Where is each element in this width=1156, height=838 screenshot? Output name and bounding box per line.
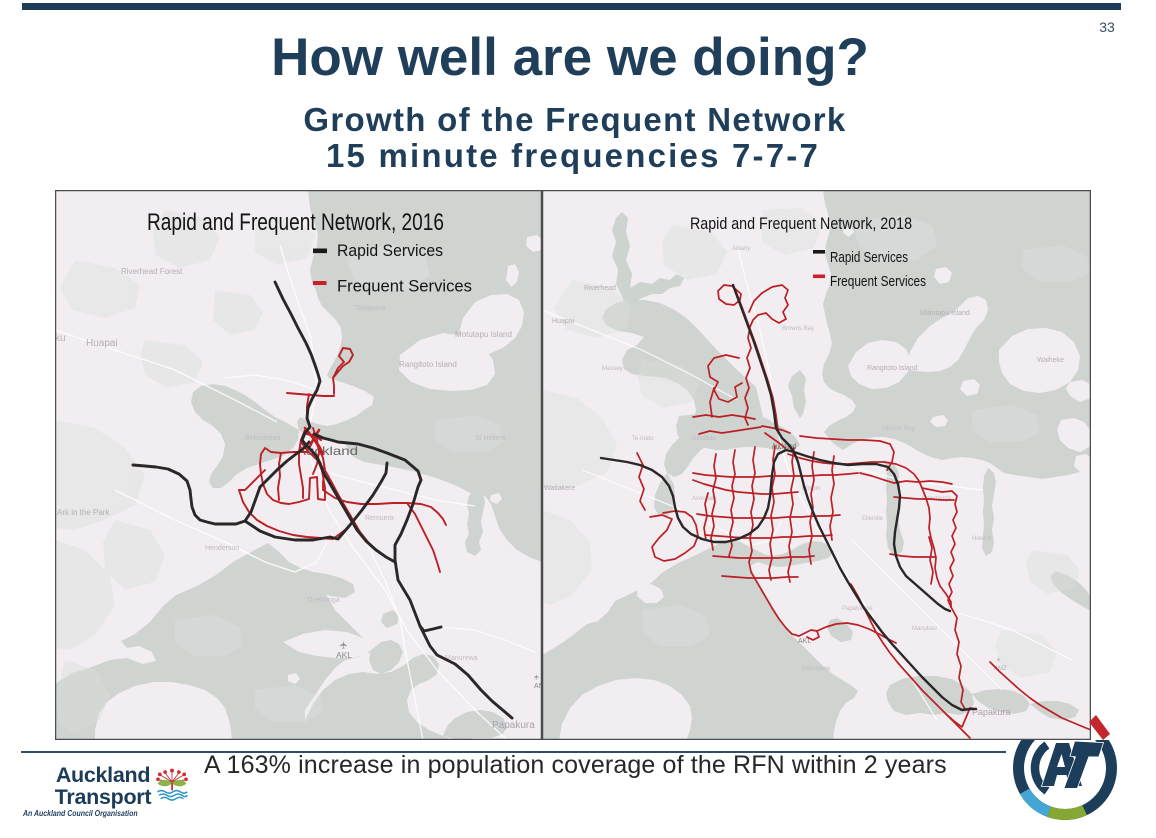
svg-text:ku: ku (55, 333, 66, 344)
svg-text:Papakura: Papakura (972, 707, 1011, 717)
svg-text:Birkenhead: Birkenhead (245, 435, 281, 442)
svg-text:St Heliers: St Heliers (475, 435, 506, 442)
svg-text:Henderson: Henderson (205, 545, 239, 552)
svg-text:Manurewa: Manurewa (802, 666, 831, 672)
svg-text:Riverhead Forest: Riverhead Forest (121, 267, 183, 276)
svg-text:Manukau: Manukau (912, 626, 937, 632)
svg-text:Rapid Services: Rapid Services (337, 242, 443, 260)
svg-text:Mission Bay: Mission Bay (882, 426, 914, 432)
svg-text:Rangitoto Island: Rangitoto Island (867, 365, 918, 372)
svg-text:Albany: Albany (732, 246, 750, 252)
svg-text:Ellerslie: Ellerslie (862, 516, 884, 522)
svg-text:Takapuna: Takapuna (355, 305, 385, 312)
svg-text:AKL: AKL (798, 638, 811, 645)
svg-text:Frequent Services: Frequent Services (830, 274, 926, 290)
svg-text:Frequent Services: Frequent Services (337, 278, 472, 296)
svg-text:AN: AN (534, 683, 542, 690)
svg-text:Waiheke: Waiheke (1037, 357, 1064, 364)
svg-text:Rapid Services: Rapid Services (830, 250, 908, 266)
svg-text:Manurewa: Manurewa (445, 655, 478, 662)
svg-text:Waitakere: Waitakere (544, 485, 575, 492)
svg-text:✈: ✈ (339, 641, 350, 649)
svg-text:AMZ: AMZ (994, 666, 1007, 672)
svg-text:Massey: Massey (602, 366, 623, 372)
svg-text:AKL: AKL (336, 650, 352, 660)
svg-text:Papatoetoe: Papatoetoe (842, 606, 873, 612)
svg-text:Browns Bay: Browns Bay (782, 326, 814, 332)
svg-text:Motutapu Island: Motutapu Island (920, 310, 970, 317)
svg-text:Huapai: Huapai (86, 338, 118, 349)
svg-text:Motutapu Island: Motutapu Island (455, 330, 512, 339)
svg-text:Onehunga: Onehunga (307, 597, 340, 604)
svg-text:Avondale: Avondale (692, 496, 718, 502)
svg-text:Remuera: Remuera (365, 515, 394, 522)
svg-text:Te Atatu: Te Atatu (632, 436, 654, 442)
svg-text:Glenfield: Glenfield (692, 436, 716, 442)
svg-text:+: + (996, 655, 1001, 664)
svg-text:Howick: Howick (972, 536, 992, 542)
svg-text:Rangitoto Island: Rangitoto Island (399, 360, 457, 369)
svg-text:Ark in the Park: Ark in the Park (57, 508, 110, 517)
svg-text:Rapid and Frequent Network, 20: Rapid and Frequent Network, 2016 (147, 209, 444, 236)
svg-text:Rapid and Frequent Network, 20: Rapid and Frequent Network, 2018 (690, 214, 912, 233)
svg-text:Papakura: Papakura (492, 720, 535, 731)
svg-text:Huapai: Huapai (552, 318, 575, 325)
svg-text:Riverhead: Riverhead (584, 285, 616, 292)
svg-text:✈: ✈ (534, 674, 541, 680)
